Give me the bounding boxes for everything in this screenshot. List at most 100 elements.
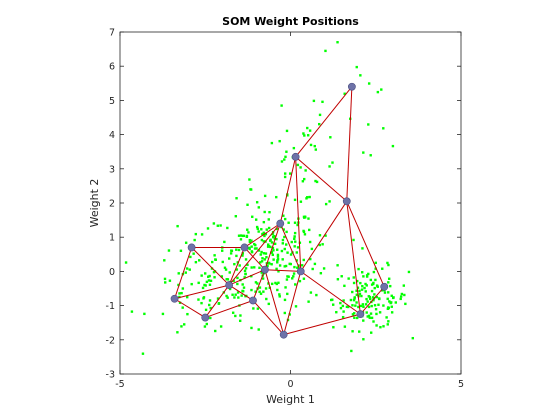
som-edge: [295, 156, 302, 272]
data-point: [188, 268, 191, 271]
data-point: [237, 296, 240, 299]
data-point: [374, 261, 377, 265]
data-point: [300, 264, 304, 267]
data-point: [390, 305, 393, 308]
data-point: [309, 291, 313, 294]
data-point: [370, 304, 373, 308]
data-point: [243, 276, 246, 279]
data-point: [248, 178, 251, 181]
data-point: [296, 223, 299, 227]
data-point: [225, 294, 228, 298]
data-point: [253, 266, 256, 269]
data-point: [283, 247, 286, 251]
data-point: [350, 349, 353, 353]
data-point: [202, 296, 206, 299]
y-tick-label: -2: [106, 335, 115, 346]
data-point: [299, 166, 302, 169]
data-point: [267, 243, 270, 246]
data-point: [273, 234, 276, 238]
data-point: [270, 141, 274, 145]
data-point: [275, 267, 278, 271]
som-edge: [295, 86, 353, 158]
data-point: [262, 252, 266, 255]
som-edge: [205, 299, 254, 319]
data-point: [360, 294, 363, 298]
data-point: [387, 263, 390, 267]
data-point: [204, 308, 208, 312]
data-point: [362, 319, 365, 322]
data-point: [362, 275, 365, 278]
data-point: [241, 290, 245, 293]
data-point: [228, 287, 232, 291]
data-point: [378, 297, 381, 301]
data-point: [178, 295, 181, 299]
data-point: [194, 232, 198, 236]
data-point: [303, 233, 307, 236]
data-point: [366, 300, 369, 303]
data-point: [353, 316, 356, 320]
y-tick-label: 5: [109, 96, 115, 107]
data-point: [365, 311, 368, 314]
data-point: [176, 224, 179, 228]
som-edge: [174, 247, 193, 299]
data-point: [177, 283, 180, 287]
data-point: [241, 252, 245, 255]
data-point: [267, 302, 270, 306]
data-point: [280, 249, 284, 253]
data-point: [258, 290, 261, 294]
data-point: [194, 260, 198, 264]
data-point: [377, 303, 380, 306]
data-point: [341, 315, 345, 319]
data-point: [311, 267, 314, 271]
data-point: [276, 261, 279, 264]
data-point: [282, 228, 285, 231]
data-point: [343, 92, 346, 95]
data-point: [270, 241, 274, 244]
data-point: [286, 251, 289, 254]
data-point: [141, 352, 145, 355]
data-point: [270, 263, 273, 266]
data-point: [163, 259, 166, 262]
data-point: [352, 298, 356, 302]
data-point: [343, 284, 346, 288]
data-point: [387, 277, 391, 280]
data-point: [267, 226, 271, 230]
som-edge: [228, 247, 245, 286]
data-point: [250, 288, 253, 292]
data-point: [391, 144, 395, 148]
data-point: [372, 281, 375, 285]
data-point: [288, 313, 291, 316]
data-point: [387, 281, 390, 284]
data-point: [283, 311, 287, 315]
y-axis-label: Weight 2: [88, 179, 101, 228]
data-point: [365, 275, 369, 278]
data-point: [271, 233, 274, 236]
data-point: [372, 298, 375, 302]
data-point: [293, 237, 296, 240]
data-point: [278, 295, 281, 298]
data-point: [301, 180, 305, 183]
data-point: [292, 272, 296, 275]
data-point: [352, 276, 355, 279]
data-point: [375, 284, 379, 287]
data-point: [365, 284, 368, 287]
data-point: [203, 325, 207, 328]
data-point: [363, 286, 366, 290]
som-neurons-layer: [170, 82, 389, 339]
data-point: [283, 298, 287, 302]
data-point: [336, 278, 340, 281]
som-neuron: [225, 281, 234, 289]
data-point: [186, 312, 189, 316]
som-edge: [252, 300, 285, 336]
data-point: [242, 286, 246, 289]
data-point: [184, 271, 187, 274]
x-tick-label: 5: [458, 379, 464, 390]
data-point: [266, 245, 270, 248]
data-point: [314, 148, 318, 151]
data-point: [283, 172, 287, 175]
data-point: [339, 301, 342, 305]
data-point: [252, 307, 255, 310]
data-point: [342, 299, 345, 302]
data-point: [292, 146, 296, 150]
